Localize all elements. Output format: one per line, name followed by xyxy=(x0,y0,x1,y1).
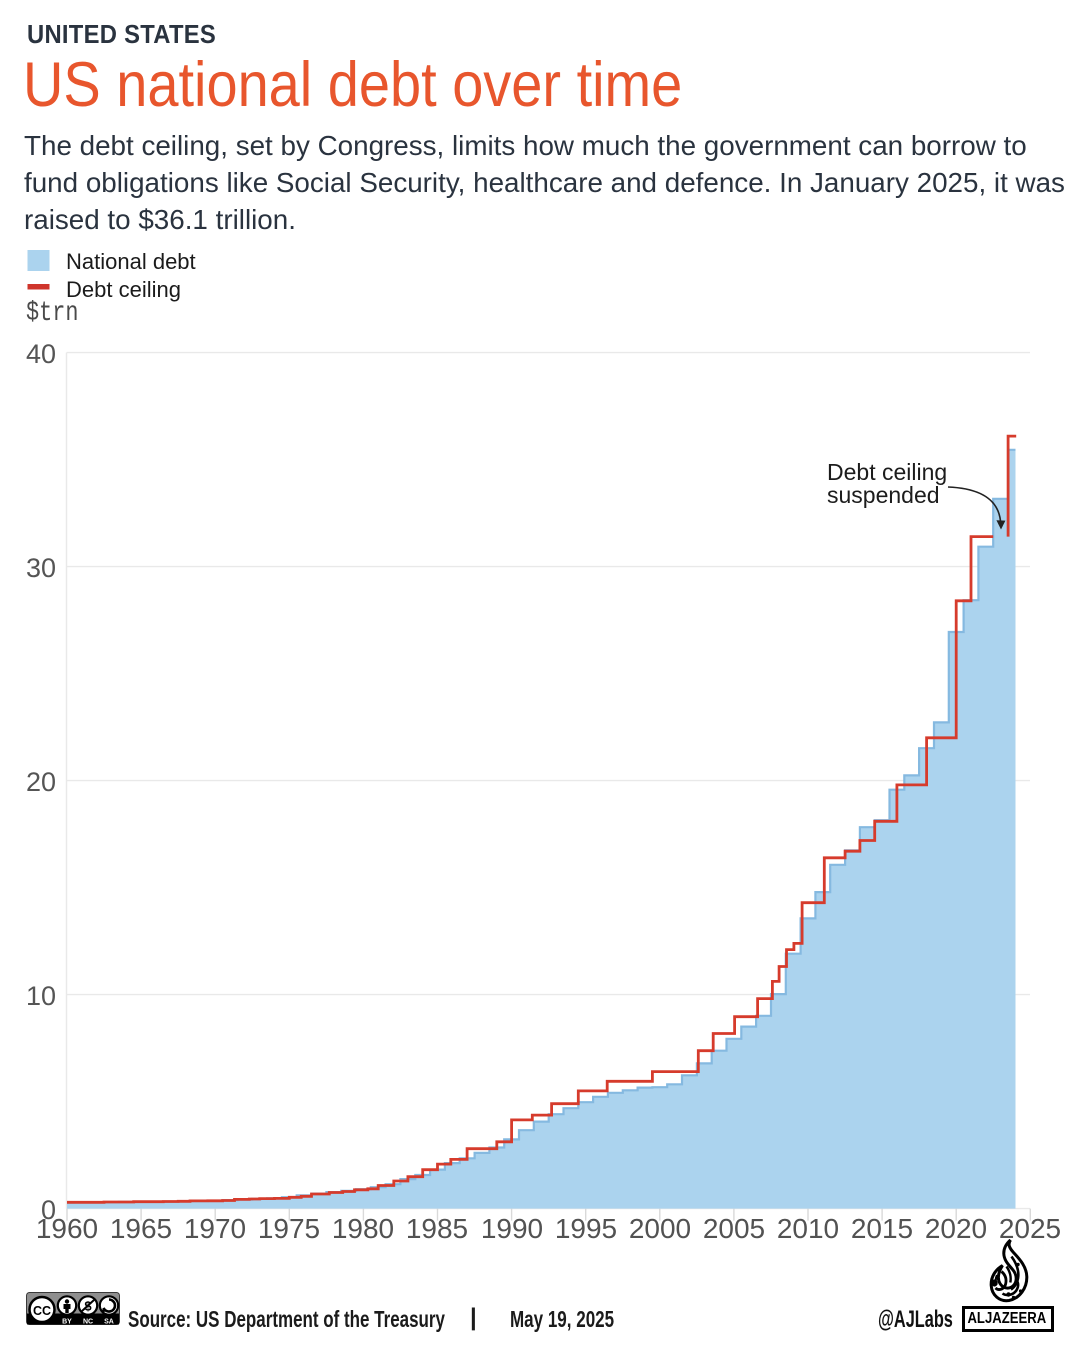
svg-text:CC: CC xyxy=(33,1304,51,1318)
svg-text:BY: BY xyxy=(62,1319,72,1326)
svg-text:SA: SA xyxy=(104,1319,114,1326)
svg-text:NC: NC xyxy=(83,1319,93,1326)
